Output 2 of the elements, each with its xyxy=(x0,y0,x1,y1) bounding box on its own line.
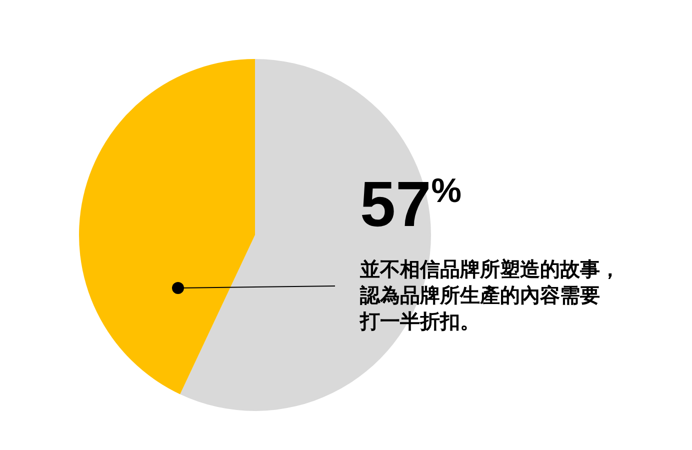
text: 並不相信品牌所塑造的故事，認為品牌所生產的內容需要打一半折扣。 xyxy=(359,257,620,333)
text: 57$^{%}$ xyxy=(360,168,462,240)
